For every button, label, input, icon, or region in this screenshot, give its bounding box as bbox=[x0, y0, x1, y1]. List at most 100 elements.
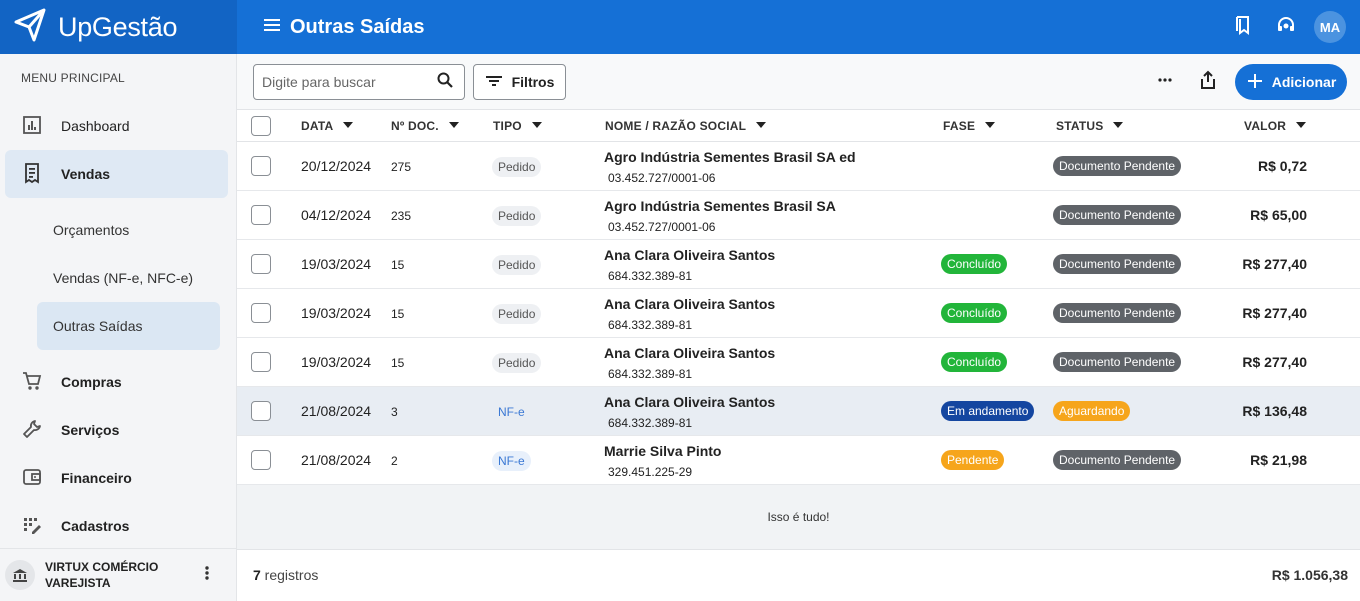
cell-document-id: 684.332.389-81 bbox=[608, 269, 693, 283]
cell-name: Ana Clara Oliveira Santos bbox=[604, 296, 776, 312]
sort-down-icon bbox=[439, 119, 459, 133]
cell-doc: 2 bbox=[391, 454, 398, 468]
more-vertical-icon bbox=[199, 565, 215, 586]
dashboard-icon bbox=[21, 114, 43, 139]
record-count-number: 7 bbox=[253, 567, 261, 583]
filters-button[interactable]: Filtros bbox=[473, 64, 566, 100]
cell-document-id: 684.332.389-81 bbox=[608, 367, 693, 381]
row-checkbox[interactable] bbox=[251, 156, 271, 176]
type-tag: NF-e bbox=[498, 405, 525, 419]
docs-button[interactable] bbox=[1220, 5, 1264, 49]
sidebar-item-servicos[interactable]: Serviços bbox=[5, 406, 228, 454]
cell-date: 19/03/2024 bbox=[301, 305, 372, 321]
cell-doc: 15 bbox=[391, 258, 405, 272]
table-row[interactable]: 19/03/2024 15 Pedido Ana Clara Oliveira … bbox=[237, 240, 1360, 289]
add-button[interactable]: Adicionar bbox=[1235, 64, 1347, 100]
column-header-tipo[interactable]: TIPO bbox=[493, 110, 542, 142]
add-label: Adicionar bbox=[1271, 74, 1337, 90]
menu-toggle-button[interactable] bbox=[263, 16, 281, 39]
row-checkbox[interactable] bbox=[251, 352, 271, 372]
avatar[interactable]: MA bbox=[1314, 11, 1346, 43]
company-selector[interactable]: VIRTUX COMÉRCIO VAREJISTA bbox=[0, 548, 236, 601]
phase-badge: Pendente bbox=[941, 450, 1005, 470]
column-label: FASE bbox=[943, 119, 976, 133]
more-options-button[interactable] bbox=[1149, 66, 1181, 98]
column-label: TIPO bbox=[493, 119, 522, 133]
type-tag: Pedido bbox=[492, 304, 542, 324]
table-row[interactable]: 19/03/2024 15 Pedido Ana Clara Oliveira … bbox=[237, 338, 1360, 387]
cell-doc: 275 bbox=[391, 160, 412, 174]
column-header-doc[interactable]: Nº DOC. bbox=[391, 110, 459, 142]
wallet-icon bbox=[21, 466, 43, 491]
column-header-valor[interactable]: VALOR bbox=[1244, 110, 1307, 142]
table-footer: 7 registros R$ 1.056,38 bbox=[237, 549, 1360, 601]
sidebar-item-compras[interactable]: Compras bbox=[5, 358, 228, 406]
cell-value: R$ 277,40 bbox=[1242, 354, 1307, 370]
status-badge: Documento Pendente bbox=[1053, 450, 1182, 470]
company-menu-button[interactable] bbox=[199, 565, 215, 586]
cell-date: 21/08/2024 bbox=[301, 452, 372, 468]
cart-icon bbox=[21, 370, 43, 395]
sidebar-item-label: Compras bbox=[61, 374, 122, 390]
sidebar-item-cadastros[interactable]: Cadastros bbox=[5, 502, 228, 550]
sidebar-subitem-outras-saidas[interactable]: Outras Saídas bbox=[37, 302, 220, 350]
export-button[interactable] bbox=[1192, 66, 1224, 98]
company-name: VIRTUX COMÉRCIO VAREJISTA bbox=[45, 560, 159, 590]
sidebar: MENU PRINCIPAL Dashboard Vendas Orçament… bbox=[0, 54, 237, 601]
row-checkbox[interactable] bbox=[251, 303, 271, 323]
row-checkbox[interactable] bbox=[251, 450, 271, 470]
row-checkbox[interactable] bbox=[251, 254, 271, 274]
cell-value: R$ 0,72 bbox=[1257, 158, 1307, 174]
cell-value: R$ 21,98 bbox=[1250, 452, 1307, 468]
end-of-list: Isso é tudo! bbox=[237, 485, 1360, 549]
sort-down-icon bbox=[746, 119, 767, 133]
phase-badge: Em andamento bbox=[941, 401, 1035, 421]
row-checkbox[interactable] bbox=[251, 205, 271, 225]
column-header-status[interactable]: STATUS bbox=[1056, 110, 1124, 142]
page-title: Outras Saídas bbox=[290, 15, 425, 38]
column-header-fase[interactable]: FASE bbox=[943, 110, 996, 142]
filter-icon bbox=[485, 72, 512, 93]
sidebar-item-financeiro[interactable]: Financeiro bbox=[5, 454, 228, 502]
sort-down-icon bbox=[975, 119, 996, 133]
receipt-icon bbox=[21, 162, 43, 187]
cell-date: 19/03/2024 bbox=[301, 256, 372, 272]
filters-label: Filtros bbox=[511, 74, 555, 90]
row-checkbox[interactable] bbox=[251, 401, 271, 421]
cell-value: R$ 136,48 bbox=[1242, 403, 1307, 419]
brand[interactable]: UpGestão bbox=[0, 0, 237, 54]
search-box[interactable] bbox=[253, 64, 465, 100]
select-all-checkbox[interactable] bbox=[251, 116, 271, 136]
bank-icon bbox=[5, 560, 35, 590]
sidebar-item-dashboard[interactable]: Dashboard bbox=[5, 102, 228, 150]
brand-name: UpGestão bbox=[58, 11, 178, 42]
sort-down-icon bbox=[333, 119, 354, 133]
support-button[interactable] bbox=[1264, 5, 1308, 49]
type-tag: Pedido bbox=[492, 206, 542, 226]
cell-document-id: 329.451.225-29 bbox=[608, 465, 693, 479]
cell-document-id: 03.452.727/0001-06 bbox=[608, 220, 716, 234]
main-content: Filtros Adicionar DATA Nº DOC. TIPO NOME… bbox=[237, 54, 1360, 601]
hamburger-icon bbox=[263, 16, 281, 39]
cell-name: Ana Clara Oliveira Santos bbox=[604, 394, 776, 410]
sort-down-icon bbox=[1103, 119, 1124, 133]
search-input[interactable] bbox=[262, 74, 432, 90]
table-row[interactable]: 04/12/2024 235 Pedido Agro Indústria Sem… bbox=[237, 191, 1360, 240]
column-header-data[interactable]: DATA bbox=[301, 110, 354, 142]
sidebar-subitem-orcamentos[interactable]: Orçamentos bbox=[37, 206, 220, 254]
cell-value: R$ 277,40 bbox=[1242, 256, 1307, 272]
logo-paper-plane-icon bbox=[12, 7, 48, 48]
record-count: 7 registros bbox=[253, 567, 318, 583]
sidebar-subitem-vendas-nfe[interactable]: Vendas (NF-e, NFC-e) bbox=[37, 254, 220, 302]
sidebar-subitem-label: Orçamentos bbox=[53, 222, 130, 238]
table-row[interactable]: 19/03/2024 15 Pedido Ana Clara Oliveira … bbox=[237, 289, 1360, 338]
search-icon[interactable] bbox=[432, 71, 454, 94]
table-row[interactable]: 21/08/2024 2 NF-e Marrie Silva Pinto 329… bbox=[237, 436, 1360, 485]
table-row[interactable]: 20/12/2024 275 Pedido Agro Indústria Sem… bbox=[237, 142, 1360, 191]
cell-date: 20/12/2024 bbox=[301, 158, 372, 174]
column-header-nome[interactable]: NOME / RAZÃO SOCIAL bbox=[605, 110, 767, 142]
top-bar: UpGestão Outras Saídas MA bbox=[0, 0, 1360, 54]
sidebar-item-vendas[interactable]: Vendas bbox=[5, 150, 228, 198]
cell-doc: 3 bbox=[391, 405, 398, 419]
table-row[interactable]: 21/08/2024 3 NF-e Ana Clara Oliveira San… bbox=[237, 387, 1360, 436]
